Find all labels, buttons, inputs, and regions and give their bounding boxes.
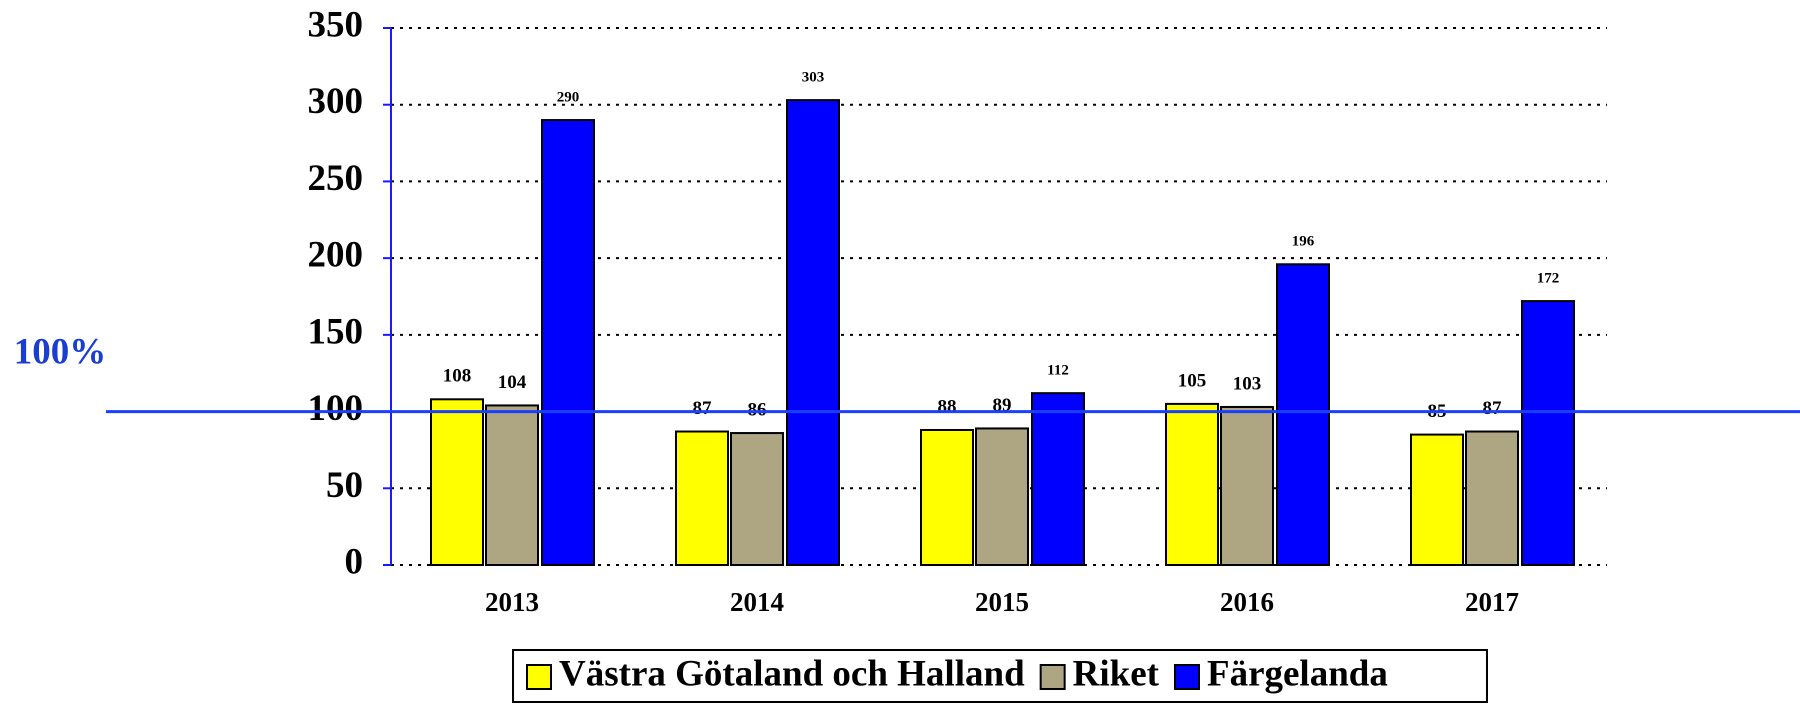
- y-tick-label: 200: [308, 235, 364, 276]
- y-tick-label: 150: [308, 311, 364, 352]
- reference-label: 100%: [14, 331, 107, 372]
- bar: [1031, 392, 1085, 566]
- data-label: 86: [748, 399, 767, 420]
- y-tick-label: 250: [308, 158, 364, 199]
- x-tick-label: 2016: [1220, 587, 1274, 617]
- legend-swatch: [1173, 664, 1200, 690]
- bar: [675, 430, 729, 567]
- bar: [1465, 430, 1519, 567]
- legend-label: Färgelanda: [1207, 653, 1388, 694]
- data-label: 87: [693, 398, 713, 419]
- legend-swatch: [526, 664, 552, 690]
- data-label: 172: [1537, 271, 1560, 287]
- y-tick-label: 100: [308, 388, 364, 429]
- legend-swatch: [1039, 664, 1066, 690]
- x-tick-label: 2013: [485, 587, 539, 617]
- y-tick-label: 350: [308, 4, 364, 45]
- data-label: 105: [1178, 370, 1207, 391]
- legend-box: [512, 649, 1488, 703]
- data-label: 88: [938, 396, 957, 417]
- x-tick-label: 2017: [1465, 587, 1519, 617]
- data-label: 196: [1292, 234, 1315, 250]
- bar: [920, 428, 974, 566]
- data-label: 87: [1483, 398, 1503, 419]
- bar: [1220, 405, 1274, 566]
- bar: [430, 398, 484, 566]
- x-tick-label: 2014: [730, 587, 784, 617]
- data-label: 108: [443, 366, 472, 387]
- legend-label: Riket: [1073, 653, 1160, 694]
- y-tick-label: 300: [308, 81, 364, 122]
- bar: [975, 427, 1029, 566]
- bar: [786, 99, 840, 567]
- bar: [730, 432, 784, 566]
- bar: [485, 404, 539, 567]
- x-tick-label: 2015: [975, 587, 1029, 617]
- data-label: 303: [802, 70, 825, 86]
- legend-label: Västra Götaland och Halland: [559, 653, 1025, 694]
- data-label: 112: [1047, 363, 1069, 379]
- bar: [1276, 263, 1330, 566]
- bar: [1165, 402, 1219, 566]
- y-tick-label: 0: [345, 541, 364, 582]
- bar: [1521, 300, 1575, 566]
- bar: [541, 119, 595, 567]
- data-label: 290: [557, 89, 580, 105]
- bar: [1410, 433, 1464, 567]
- y-tick-label: 50: [326, 465, 363, 506]
- data-label: 104: [498, 372, 527, 393]
- data-label: 103: [1233, 373, 1262, 394]
